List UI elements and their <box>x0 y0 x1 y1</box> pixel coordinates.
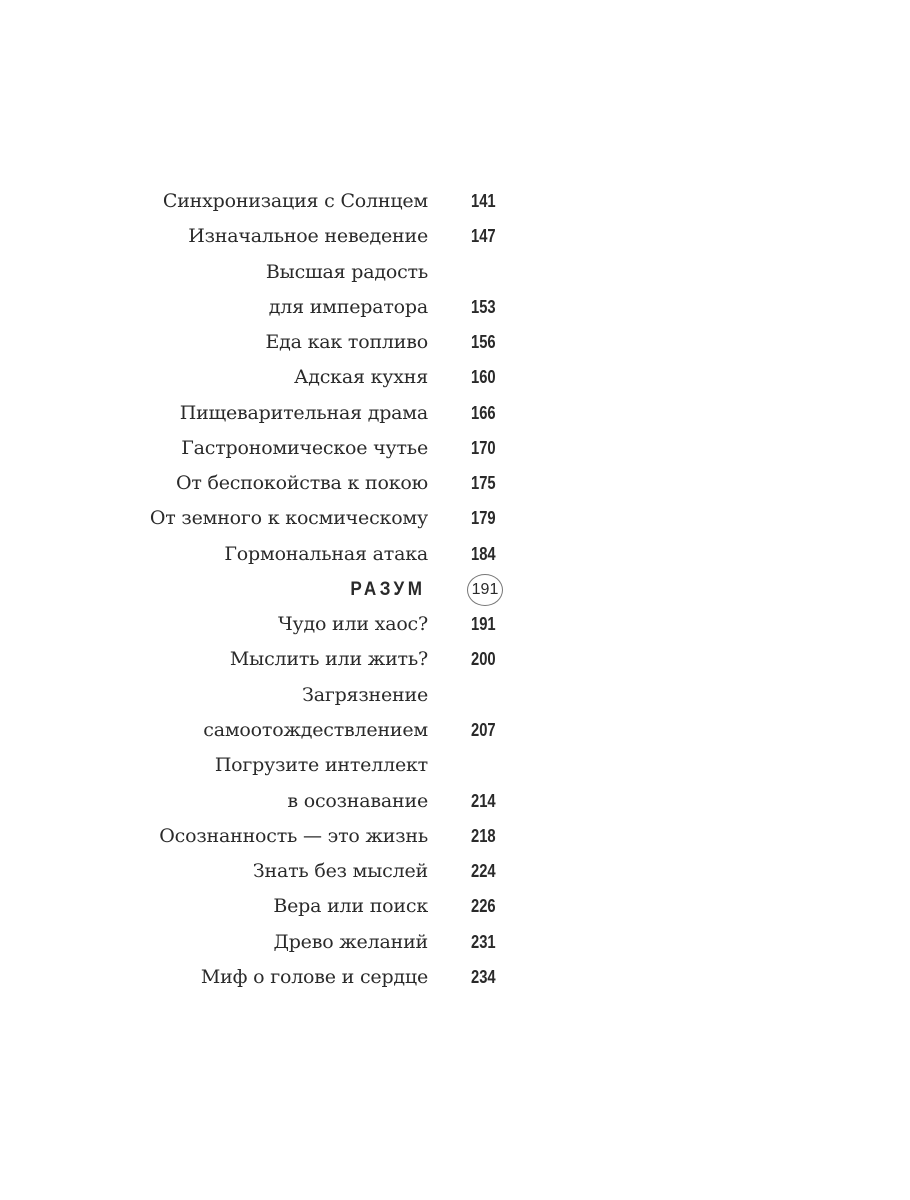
toc-page-number: 179 <box>471 508 496 529</box>
toc-entry: Осознанность — это жизнь 218 <box>0 819 910 854</box>
toc-entry-title: Осознанность — это жизнь <box>159 824 428 847</box>
toc-entry: Знать без мыслей 224 <box>0 854 910 889</box>
toc-entry: Еда как топливо 156 <box>0 325 910 360</box>
toc-entry: Адская кухня 160 <box>0 360 910 395</box>
toc-page-number: 207 <box>471 719 496 740</box>
toc-entry: Высшая радость <box>0 255 910 290</box>
toc-entry-title: Адская кухня <box>294 366 428 389</box>
toc-entry: Гастрономическое чутье 170 <box>0 431 910 466</box>
toc-page-number: 156 <box>471 332 496 353</box>
toc-entry: Синхронизация с Солнцем 141 <box>0 184 910 219</box>
toc-entry-title: Гормональная атака <box>224 542 428 565</box>
toc-entry-title: самоотождествлением <box>203 718 428 741</box>
toc-page-number: 224 <box>471 861 496 882</box>
toc-entry: Вера или поиск 226 <box>0 889 910 924</box>
toc-page-number: 166 <box>471 402 496 423</box>
toc-entry: в осознавание 214 <box>0 784 910 819</box>
toc-page-number: 200 <box>471 649 496 670</box>
toc-entry-title: Чудо или хаос? <box>278 613 428 636</box>
toc-entry-title: От земного к космическому <box>149 507 428 530</box>
toc-entry: Погрузите интеллект <box>0 748 910 783</box>
toc-entry: для императора 153 <box>0 290 910 325</box>
toc-entry: Изначальное неведение 147 <box>0 219 910 254</box>
table-of-contents: Синхронизация с Солнцем 141 Изначальное не… <box>0 184 910 995</box>
toc-page-number: 175 <box>471 473 496 494</box>
toc-entry: Миф о голове и сердце 234 <box>0 960 910 995</box>
toc-page-number: 184 <box>471 543 496 564</box>
toc-entry-title: Мыслить или жить? <box>229 648 428 671</box>
toc-page-number: 214 <box>471 790 496 811</box>
toc-page-number: 160 <box>471 367 496 388</box>
toc-entry-title: Пищеварительная драма <box>179 401 428 424</box>
toc-entry: Гормональная атака 184 <box>0 537 910 572</box>
toc-entry-title: Высшая радость <box>265 260 428 283</box>
toc-page-number: 170 <box>471 437 496 458</box>
toc-entry-title: Загрязнение <box>302 683 428 706</box>
toc-entry-title: Синхронизация с Солнцем <box>162 190 428 212</box>
toc-entry-title: Вера или поиск <box>273 895 428 918</box>
toc-entry: самоотождествлением 207 <box>0 713 910 748</box>
toc-page-number: 231 <box>471 931 496 952</box>
toc-page-number: 141 <box>471 191 496 211</box>
toc-entry: Загрязнение <box>0 678 910 713</box>
toc-entry-title: От беспокойства к покою <box>175 472 428 495</box>
toc-page-number: 218 <box>471 825 496 846</box>
toc-entry-title: Древо желаний <box>273 930 428 953</box>
toc-entry-title: для императора <box>268 295 428 318</box>
toc-entry-title: Погрузите интеллект <box>214 754 428 777</box>
toc-entry-title: в осознавание <box>287 789 428 812</box>
toc-page-number: 153 <box>471 296 496 317</box>
toc-entry: Мыслить или жить? 200 <box>0 642 910 677</box>
toc-page-number: 234 <box>471 966 496 987</box>
toc-entry: Чудо или хаос? 191 <box>0 607 910 642</box>
toc-entry-title: Знать без мыслей <box>252 860 428 883</box>
toc-section-heading: РАЗУМ 191 <box>0 572 910 607</box>
toc-page-number: 147 <box>471 226 496 247</box>
toc-entry-title: Миф о голове и сердце <box>200 965 428 988</box>
toc-page-number: 226 <box>471 896 496 917</box>
toc-entry-title: РАЗУМ <box>350 578 426 600</box>
circled-page-number: 191 <box>467 573 503 606</box>
toc-entry: От земного к космическому 179 <box>0 501 910 536</box>
toc-entry: От беспокойства к покою 175 <box>0 466 910 501</box>
toc-entry-title: Еда как топливо <box>265 331 428 354</box>
toc-entry-title: Гастрономическое чутье <box>181 436 428 459</box>
toc-page-number: 191 <box>471 614 496 635</box>
toc-entry: Пищеварительная драма 166 <box>0 396 910 431</box>
toc-entry-title: Изначальное неведение <box>188 225 428 248</box>
toc-entry: Древо желаний 231 <box>0 925 910 960</box>
